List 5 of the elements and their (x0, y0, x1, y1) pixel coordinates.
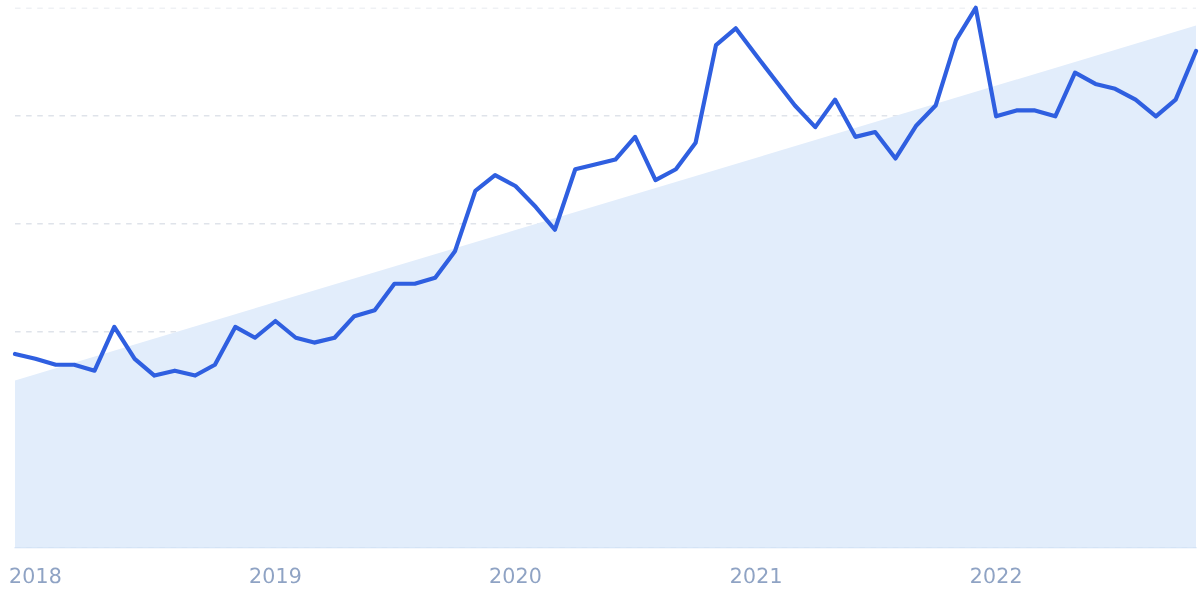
x-tick-label: 2019 (250, 567, 301, 584)
x-tick-label: 2018 (10, 567, 61, 584)
x-tick-label: 2020 (490, 567, 541, 584)
x-tick-label: 2021 (731, 567, 781, 584)
x-tick-label: 2022 (971, 567, 1021, 584)
